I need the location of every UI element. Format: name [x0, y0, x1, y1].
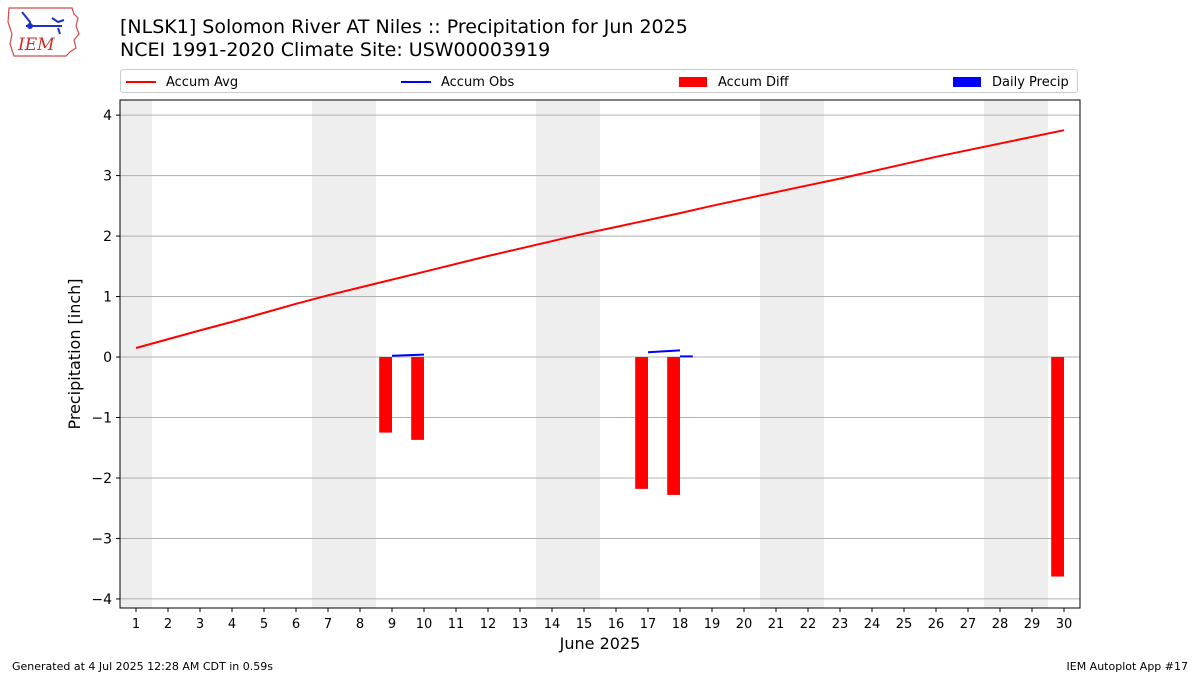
x-tick-label: 19	[704, 617, 721, 632]
weekend-shade	[312, 100, 376, 608]
x-tick-label: 27	[960, 617, 977, 632]
x-tick-label: 13	[512, 617, 529, 632]
station-dot	[27, 23, 33, 29]
logo-text: IEM	[17, 35, 55, 55]
bar-accum-diff	[1051, 357, 1064, 577]
x-tick-label: 20	[736, 617, 753, 632]
x-axis-label: June 2025	[559, 634, 641, 653]
x-tick-label: 6	[292, 617, 300, 632]
legend-swatch-daily-precip	[953, 77, 981, 87]
line-accum-avg	[135, 129, 1065, 349]
weekend-shade	[536, 100, 600, 608]
y-tick-label: −1	[91, 411, 112, 427]
x-tick-label: 22	[800, 617, 817, 632]
x-tick-label: 25	[896, 617, 913, 632]
legend: Accum Avg Accum Obs Accum Diff Daily Pre…	[120, 69, 1078, 93]
footer-generated: Generated at 4 Jul 2025 12:28 AM CDT in …	[12, 660, 273, 673]
legend-swatch-accum-avg	[126, 81, 156, 83]
x-tick-label: 15	[576, 617, 593, 632]
weekend-shade	[984, 100, 1048, 608]
x-tick-label: 3	[196, 617, 204, 632]
y-tick-label: −2	[91, 471, 112, 487]
axes-frame	[119, 99, 1081, 609]
x-tick-label: 14	[544, 617, 561, 632]
x-tick-label: 23	[832, 617, 849, 632]
x-tick-label: 12	[480, 617, 497, 632]
x-tick-label: 17	[640, 617, 657, 632]
chart-subtitle: NCEI 1991-2020 Climate Site: USW00003919	[120, 39, 551, 61]
x-tick-label: 26	[928, 617, 945, 632]
legend-label-accum-diff: Accum Diff	[718, 74, 789, 90]
x-tick-label: 7	[324, 617, 332, 632]
y-tick-label: 2	[103, 229, 112, 245]
bar-accum-diff	[411, 357, 424, 440]
legend-item-accum-avg: Accum Avg	[126, 73, 238, 91]
x-tick-label: 30	[1056, 617, 1073, 632]
weekend-shade	[760, 100, 824, 608]
y-tick-label: 4	[103, 108, 112, 124]
x-tick-label: 21	[768, 617, 785, 632]
x-tick-label: 11	[448, 617, 465, 632]
bar-accum-diff	[379, 357, 392, 433]
y-tick-label: 1	[103, 290, 112, 306]
x-tick-label: 2	[164, 617, 172, 632]
line-accum-obs	[647, 349, 681, 354]
x-tick-label: 16	[608, 617, 625, 632]
footer-app: IEM Autoplot App #17	[1066, 660, 1189, 673]
x-tick-label: 5	[260, 617, 268, 632]
legend-item-accum-obs: Accum Obs	[401, 73, 514, 91]
x-tick-label: 18	[672, 617, 689, 632]
x-tick-label: 4	[228, 617, 236, 632]
x-tick-label: 10	[416, 617, 433, 632]
x-tick-label: 24	[864, 617, 881, 632]
x-tick-label: 9	[388, 617, 396, 632]
y-tick-label: −3	[91, 531, 112, 547]
y-tick-label: −4	[91, 592, 112, 608]
bar-accum-diff	[667, 357, 680, 495]
x-tick-label: 1	[132, 617, 140, 632]
y-axis-label: Precipitation [inch]	[65, 278, 84, 429]
chart-title: [NLSK1] Solomon River AT Niles :: Precip…	[120, 16, 688, 38]
line-accum-obs	[391, 353, 425, 357]
x-tick-label: 8	[356, 617, 364, 632]
x-tick-label: 29	[1024, 617, 1041, 632]
legend-item-accum-diff: Accum Diff	[679, 73, 789, 91]
bar-accum-diff	[635, 357, 648, 489]
legend-label-accum-avg: Accum Avg	[166, 74, 239, 90]
legend-label-daily-precip: Daily Precip	[992, 74, 1069, 90]
legend-swatch-accum-diff	[679, 77, 707, 87]
x-tick-label: 28	[992, 617, 1009, 632]
y-tick-label: 0	[103, 350, 112, 366]
iem-logo: IEM	[7, 7, 80, 57]
legend-item-daily-precip: Daily Precip	[953, 73, 1069, 91]
legend-swatch-accum-obs	[401, 81, 431, 83]
legend-label-accum-obs: Accum Obs	[441, 74, 515, 90]
weekend-shade	[120, 100, 152, 608]
weather-station-icon	[21, 11, 65, 35]
y-tick-label: 3	[103, 169, 112, 185]
